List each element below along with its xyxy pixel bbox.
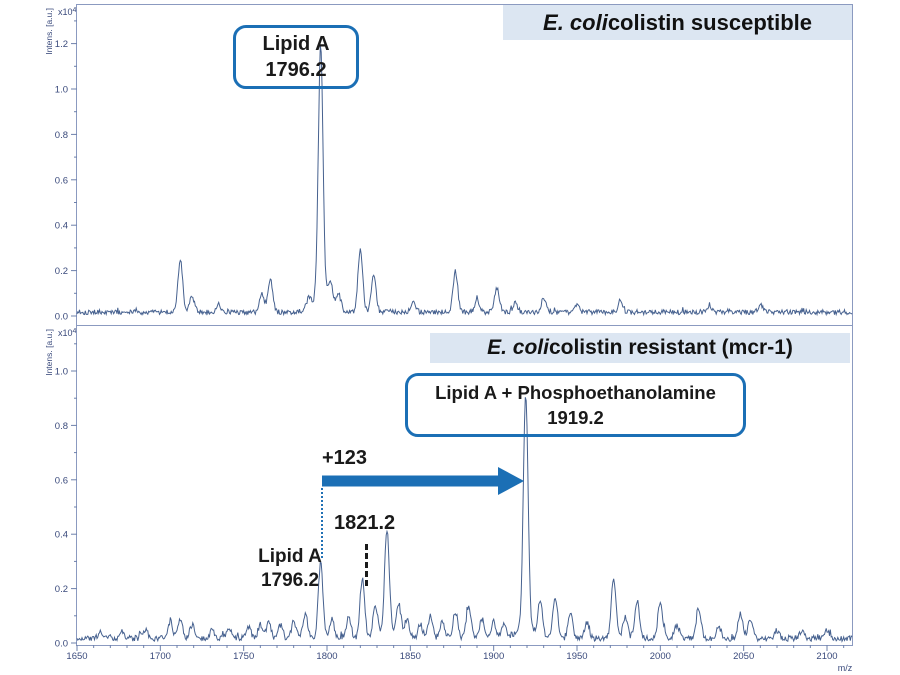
y-tick-label: 0.8 [55, 130, 68, 141]
y-axis-multiplier: x104 [58, 7, 77, 17]
lipid-a-peak-label: Lipid A 1796.2 [245, 545, 335, 593]
peak-label-mz: 1796.2 [260, 570, 320, 591]
spectrum-trace-bottom [76, 397, 853, 643]
spectrum-trace-top [76, 45, 853, 317]
y-axis-label: Intens. [a.u.] [44, 329, 54, 376]
panel-title-susceptible: E. coli colistin susceptible [503, 5, 852, 40]
x-tick-label: 2050 [733, 651, 754, 662]
y-tick-label: 1.2 [55, 39, 68, 50]
y-tick-label: 0.0 [55, 639, 68, 650]
x-tick-label: 1650 [66, 651, 87, 662]
y-axis-label: Intens. [a.u.] [44, 8, 54, 55]
callout-line1: Lipid A [262, 33, 330, 55]
callout-mz: 1796.2 [265, 59, 327, 81]
x-tick-label: 2000 [650, 651, 671, 662]
y-tick-label: 0.8 [55, 421, 68, 432]
x-tick-label: 1850 [400, 651, 421, 662]
panel-frame-top [76, 4, 853, 326]
peak-1821-label: 1821.2 [334, 512, 396, 534]
x-tick-label: 1700 [150, 651, 171, 662]
panel-title-text: colistin resistant (mcr-1) [548, 336, 793, 359]
species-name: E. coli [543, 9, 608, 35]
y-tick-label: 0.2 [55, 584, 68, 595]
callout-line1: Lipid A + Phosphoethanolamine [435, 382, 716, 403]
y-tick-label: 1.0 [55, 85, 68, 96]
panel-title-resistant: E. coli colistin resistant (mcr-1) [430, 333, 850, 363]
panel-frame-bottom [76, 325, 853, 646]
x-tick-label: 1950 [566, 651, 587, 662]
y-tick-label: 0.4 [55, 221, 68, 232]
species-name: E. coli [487, 336, 549, 359]
panel-title-text: colistin susceptible [607, 9, 812, 35]
y-tick-label: 0.6 [55, 175, 68, 186]
x-tick-label: 1800 [316, 651, 337, 662]
mass-shift-label: +123 [322, 447, 368, 469]
x-axis-label: m/z [838, 663, 853, 673]
x-tick-label: 1750 [233, 651, 254, 662]
y-axis-multiplier: x104 [58, 328, 77, 338]
callout-mz: 1919.2 [547, 407, 604, 428]
y-tick-label: 0.4 [55, 530, 68, 541]
y-tick-label: 0.0 [55, 312, 68, 323]
x-tick-label: 1900 [483, 651, 504, 662]
y-tick-label: 0.6 [55, 475, 68, 486]
y-tick-label: 0.2 [55, 266, 68, 277]
mass-shift-arrow-icon [322, 467, 524, 495]
lipid-a-pea-callout-box: Lipid A + Phosphoethanolamine 1919.2 [405, 373, 746, 437]
x-tick-label: 2100 [816, 651, 837, 662]
y-tick-label: 1.0 [55, 367, 68, 378]
dotted-reference-line [321, 488, 323, 558]
dashed-reference-line [365, 544, 368, 586]
peak-label-line1: Lipid A [258, 546, 322, 567]
lipid-a-callout-box: Lipid A 1796.2 [233, 25, 359, 89]
